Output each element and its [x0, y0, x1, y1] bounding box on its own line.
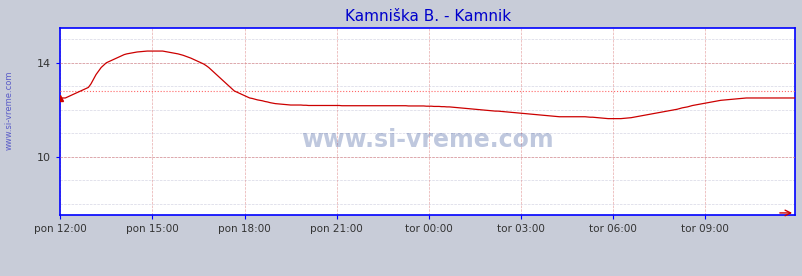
- Title: Kamniška B. - Kamnik: Kamniška B. - Kamnik: [344, 9, 510, 24]
- Text: www.si-vreme.com: www.si-vreme.com: [301, 128, 553, 152]
- Text: www.si-vreme.com: www.si-vreme.com: [5, 71, 14, 150]
